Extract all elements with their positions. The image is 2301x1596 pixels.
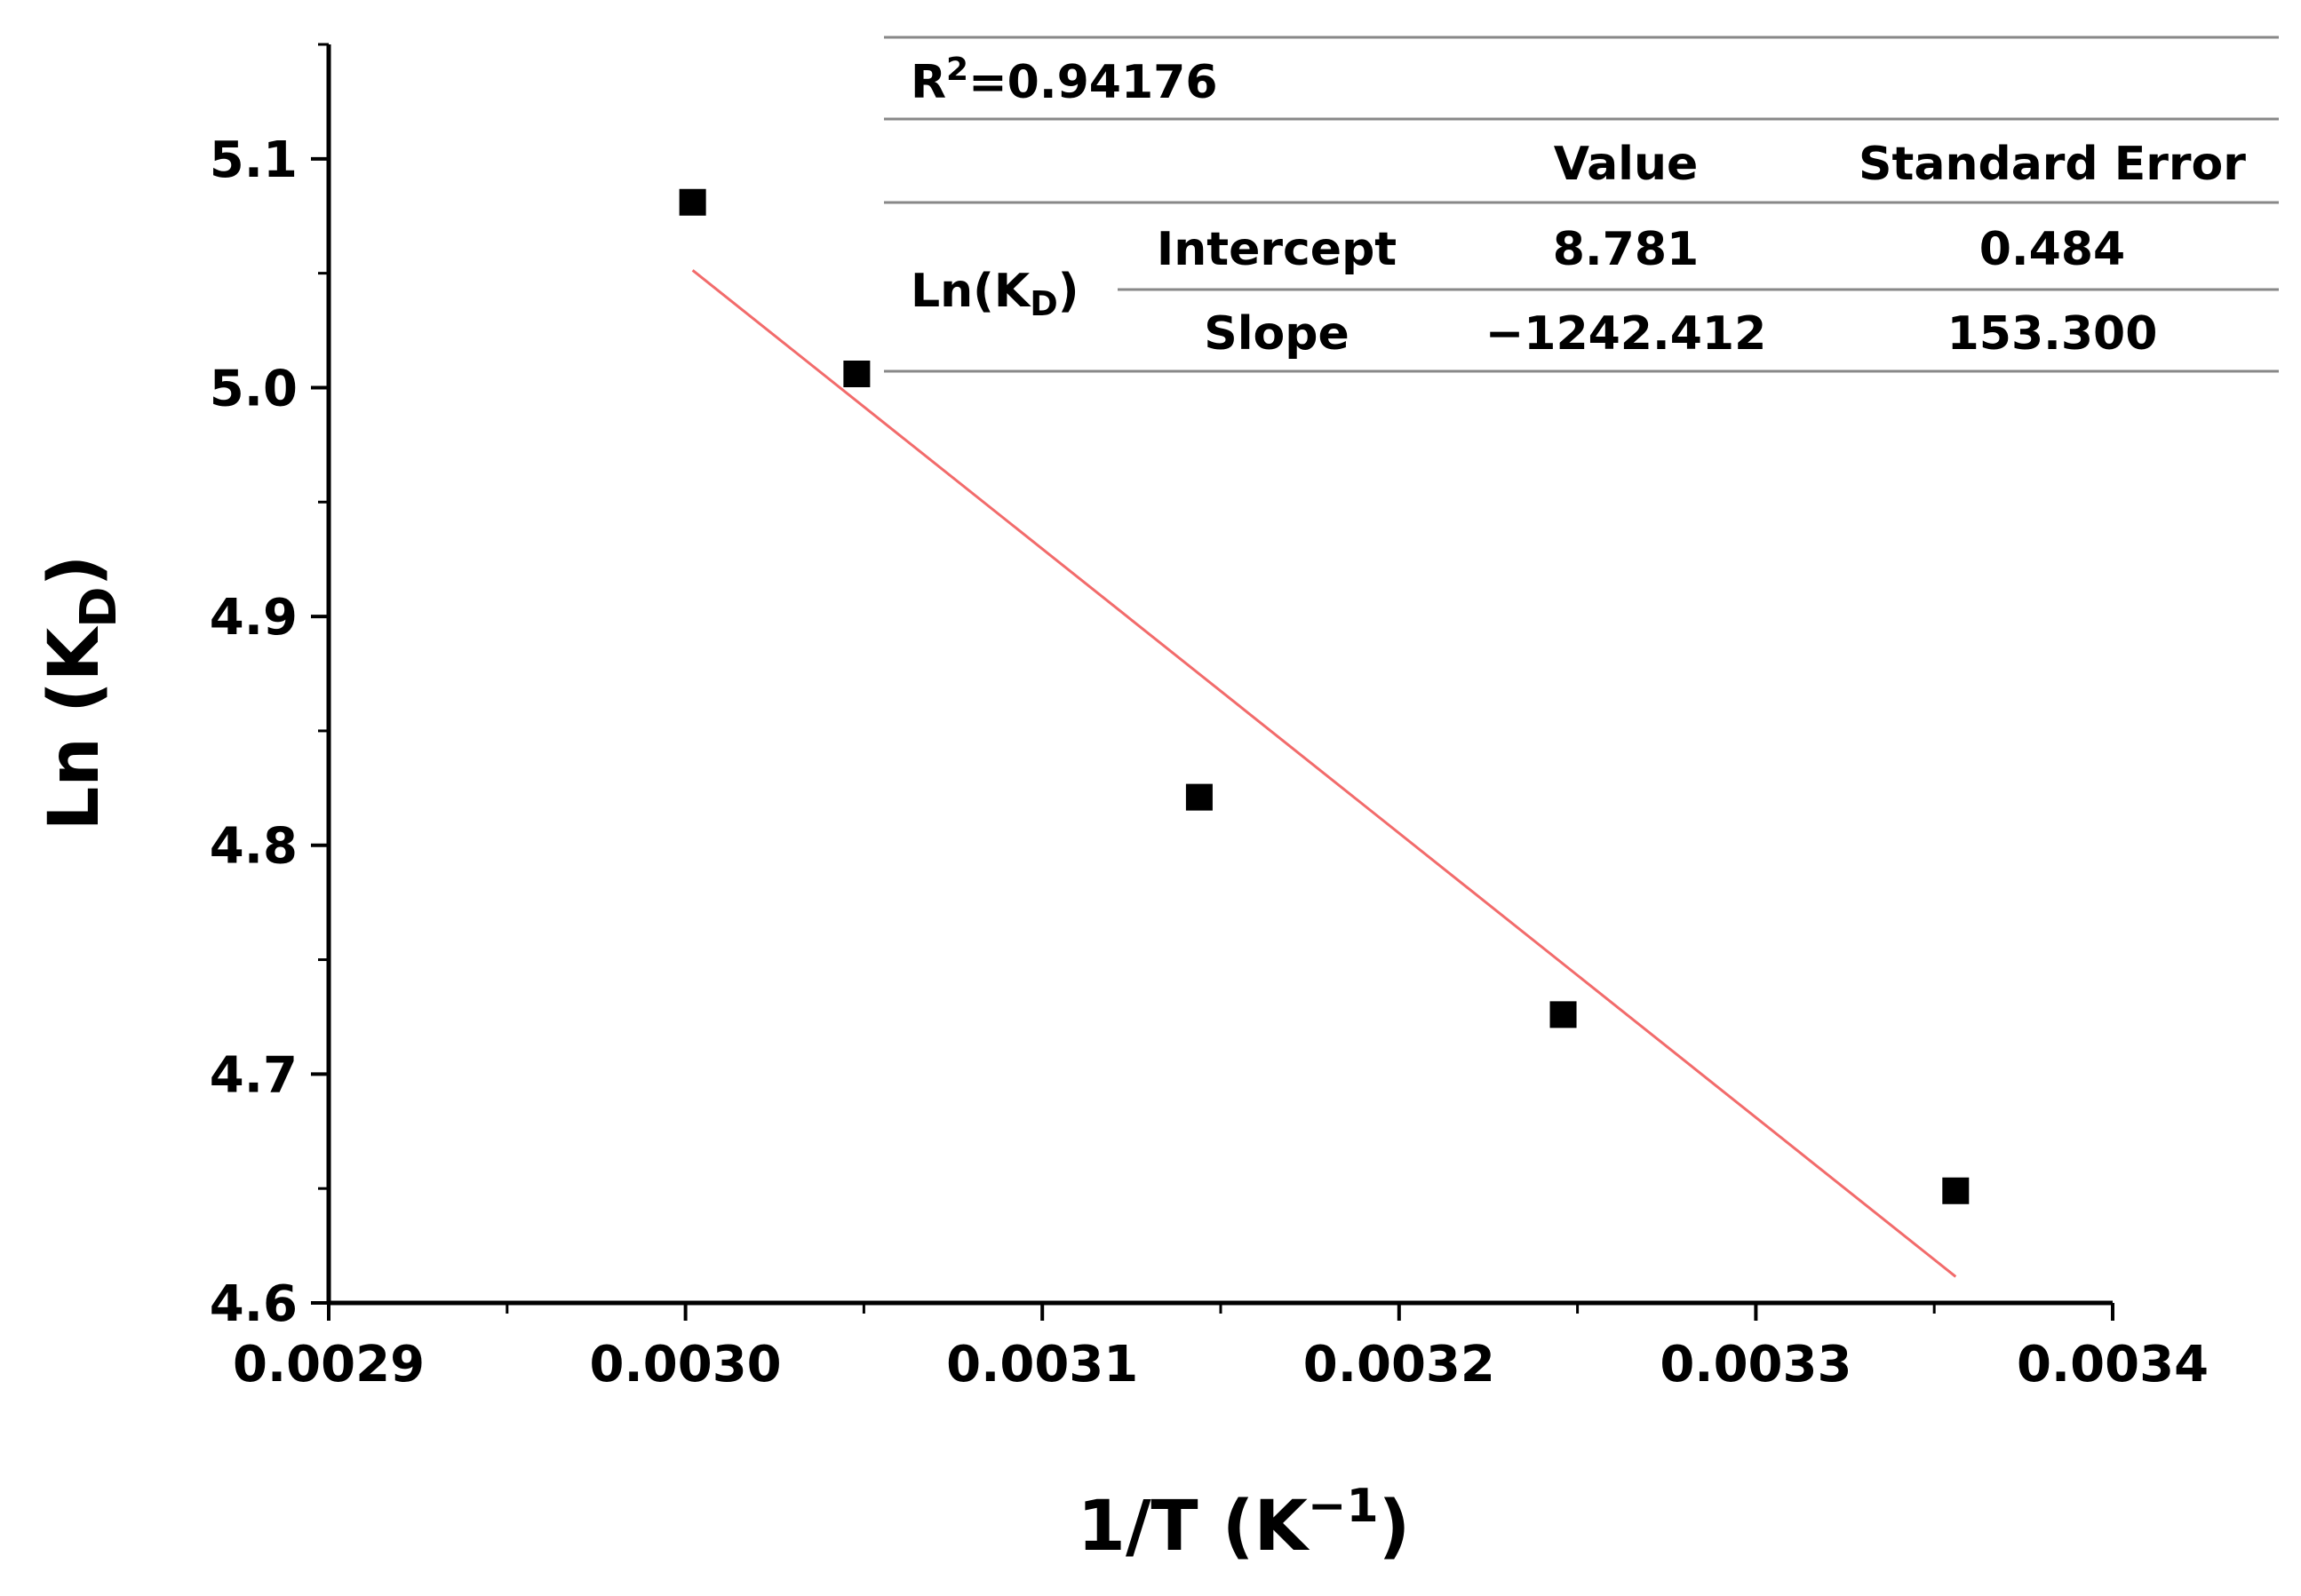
- row-slope-value: −1242.412: [1485, 307, 1767, 361]
- r2-text: R2=0.94176: [911, 52, 1218, 109]
- data-point: [1549, 1001, 1577, 1028]
- x-tick-label: 0.0034: [2017, 1336, 2209, 1394]
- y-tick-label: 4.8: [210, 818, 298, 876]
- y-ticks: 4.6 4.7 4.8 4.9 5.0 5.1: [210, 43, 329, 1333]
- y-tick-label: 4.7: [210, 1046, 298, 1104]
- x-tick-label: 0.0031: [946, 1336, 1138, 1394]
- x-axis-title-sup: −1: [1308, 1480, 1379, 1533]
- r2-label: R: [911, 56, 946, 109]
- data-point: [843, 360, 871, 387]
- y-tick-label: 5.0: [210, 360, 298, 417]
- row-slope-name: Slope: [1204, 307, 1350, 361]
- x-axis-title-close: ): [1379, 1487, 1411, 1567]
- y-tick-label: 5.1: [210, 131, 298, 189]
- data-point: [1942, 1177, 1970, 1204]
- r2-sup: 2: [946, 52, 968, 88]
- data-point: [1185, 783, 1213, 811]
- x-axis-title: 1/T (K−1): [1078, 1480, 1411, 1567]
- y-tick-label: 4.6: [210, 1275, 298, 1333]
- data-points: [679, 188, 1970, 1204]
- y-axis-title-sub: D: [70, 586, 128, 627]
- x-axis-title-main: 1/T (K: [1078, 1487, 1310, 1567]
- row-intercept-error: 0.484: [1979, 223, 2125, 276]
- group-label-main: Ln(K: [911, 265, 1031, 318]
- y-axis-title: Ln (KD): [35, 555, 128, 831]
- header-error: Standard Error: [1859, 138, 2246, 191]
- group-label-sub: D: [1030, 284, 1058, 323]
- data-point: [679, 188, 706, 216]
- x-tick-label: 0.0029: [233, 1336, 425, 1394]
- y-tick-label: 4.9: [210, 589, 298, 647]
- stats-table: R2=0.94176 Value Standard Error Ln(KD) I…: [884, 36, 2279, 373]
- fit-line: [691, 269, 1957, 1278]
- x-tick-label: 0.0033: [1660, 1336, 1851, 1394]
- group-label-close: ): [1058, 265, 1079, 318]
- y-axis-title-main: Ln (K: [35, 625, 115, 830]
- row-intercept-name: Intercept: [1157, 223, 1397, 276]
- row-slope-error: 153.300: [1947, 307, 2158, 361]
- y-axis-title-close: ): [35, 555, 115, 587]
- row-intercept-value: 8.781: [1553, 223, 1699, 276]
- r2-value: =0.94176: [968, 56, 1217, 109]
- x-tick-label: 0.0030: [590, 1336, 782, 1394]
- x-ticks: 0.0029 0.0030 0.0031 0.0032 0.0033 0.0034: [233, 1303, 2209, 1394]
- group-label: Ln(KD): [911, 265, 1079, 323]
- x-tick-label: 0.0032: [1303, 1336, 1495, 1394]
- header-value: Value: [1554, 138, 1699, 191]
